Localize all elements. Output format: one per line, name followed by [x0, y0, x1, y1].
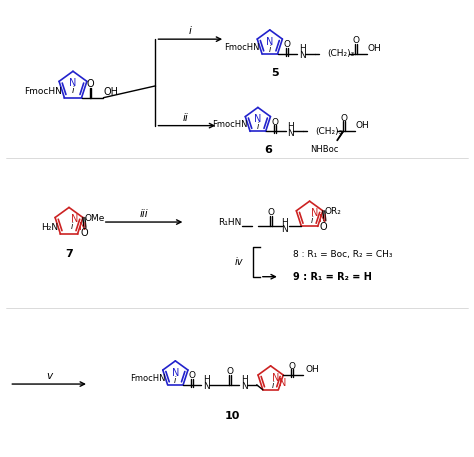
- Text: v: v: [46, 371, 52, 381]
- Text: H: H: [281, 218, 287, 227]
- Text: N: N: [319, 214, 326, 224]
- Text: O: O: [353, 37, 360, 45]
- Text: O: O: [283, 40, 290, 49]
- Text: FmocHN: FmocHN: [225, 43, 260, 52]
- Text: R₁HN: R₁HN: [219, 218, 242, 227]
- Text: 9 : R₁ = R₂ = H: 9 : R₁ = R₂ = H: [292, 272, 372, 282]
- Text: O: O: [227, 367, 233, 377]
- Text: FmocHN: FmocHN: [25, 87, 63, 96]
- Text: OH: OH: [355, 122, 369, 130]
- Text: H: H: [241, 375, 247, 384]
- Text: NHBoc: NHBoc: [310, 145, 338, 154]
- Text: FmocHN: FmocHN: [130, 374, 165, 383]
- Text: O: O: [289, 361, 296, 371]
- Text: N: N: [310, 208, 318, 218]
- Text: OMe: OMe: [85, 214, 105, 223]
- Text: N: N: [71, 214, 78, 224]
- Text: i: i: [272, 381, 274, 390]
- Text: iv: iv: [235, 257, 243, 267]
- Text: OH: OH: [103, 87, 118, 97]
- Text: iii: iii: [139, 209, 148, 219]
- Text: O: O: [189, 372, 196, 380]
- Text: ii: ii: [182, 113, 188, 122]
- Text: 8 : R₁ = Boc, R₂ = CH₃: 8 : R₁ = Boc, R₂ = CH₃: [292, 250, 392, 259]
- Text: N: N: [79, 222, 86, 232]
- Text: (CH₂)₃: (CH₂)₃: [327, 49, 355, 58]
- Text: OH: OH: [305, 365, 319, 374]
- Text: N: N: [69, 78, 77, 88]
- Text: N: N: [300, 51, 306, 60]
- Text: H₂N: H₂N: [41, 223, 58, 232]
- Text: FmocHN: FmocHN: [213, 120, 248, 129]
- Text: N: N: [254, 114, 262, 124]
- Text: O: O: [267, 208, 274, 217]
- Text: O: O: [87, 79, 94, 89]
- Text: 10: 10: [224, 411, 240, 421]
- Text: (CH₂)₃: (CH₂)₃: [315, 127, 343, 136]
- Text: i: i: [310, 216, 313, 225]
- Text: H: H: [288, 122, 294, 131]
- Text: O: O: [80, 228, 88, 239]
- Text: N: N: [288, 129, 294, 138]
- Text: i: i: [71, 223, 73, 231]
- Text: H: H: [300, 44, 306, 53]
- Text: 7: 7: [65, 249, 73, 259]
- Text: i: i: [269, 45, 271, 54]
- Text: OH: OH: [367, 44, 381, 53]
- Text: O: O: [320, 222, 328, 232]
- Text: i: i: [72, 86, 74, 95]
- Text: N: N: [203, 383, 210, 391]
- Text: O: O: [271, 118, 278, 127]
- Text: 5: 5: [271, 68, 279, 78]
- Text: H: H: [203, 375, 210, 384]
- Text: N: N: [172, 368, 179, 378]
- Text: N: N: [281, 225, 287, 234]
- Text: i: i: [257, 122, 259, 131]
- Text: 6: 6: [264, 145, 272, 155]
- Text: N: N: [272, 373, 279, 383]
- Text: i: i: [189, 26, 191, 36]
- Text: N: N: [279, 378, 287, 388]
- Text: N: N: [266, 37, 273, 47]
- Text: OR₂: OR₂: [325, 207, 342, 216]
- Text: i: i: [174, 376, 176, 385]
- Text: O: O: [341, 114, 348, 123]
- Text: N: N: [241, 383, 247, 391]
